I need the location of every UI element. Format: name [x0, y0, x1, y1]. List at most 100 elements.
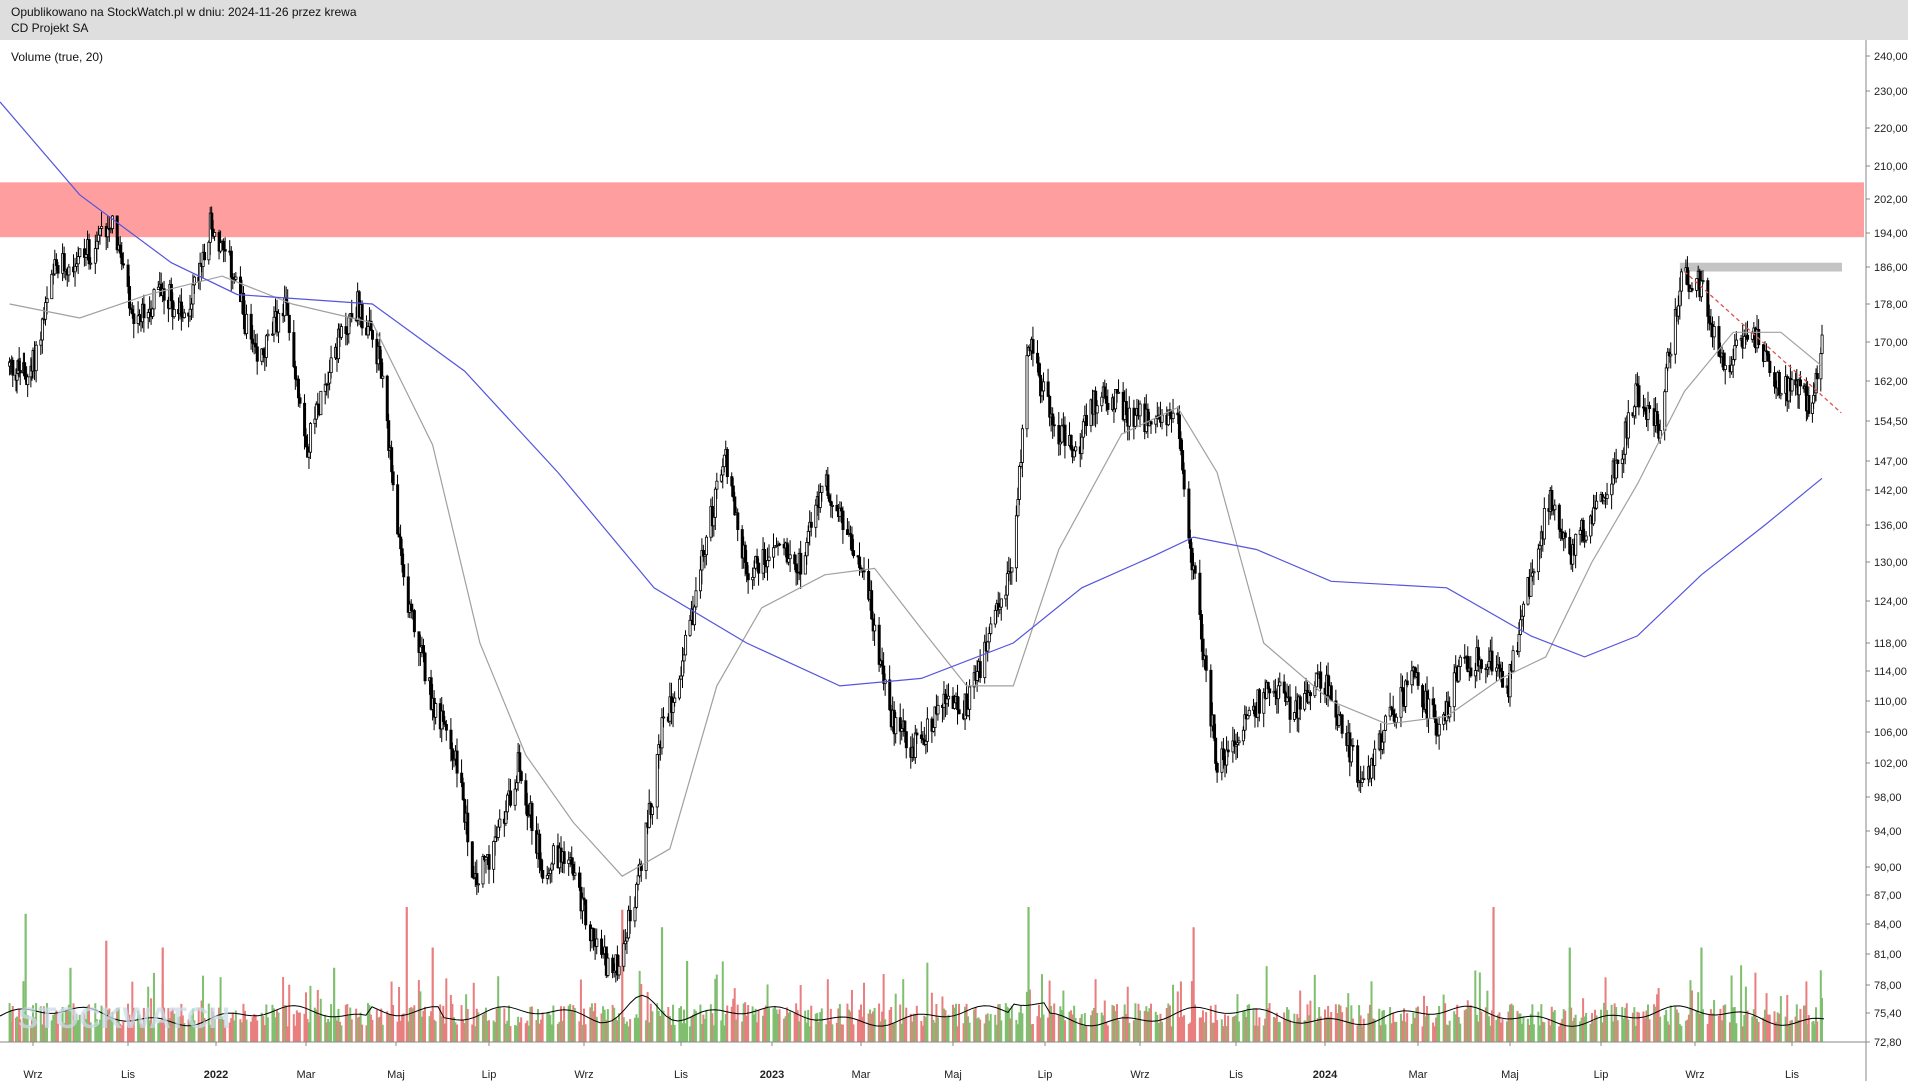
candle-body	[466, 812, 470, 843]
volume-bar	[1763, 1009, 1766, 1042]
candle-body	[636, 875, 640, 885]
candle-body	[983, 641, 987, 679]
volume-bar	[1324, 1009, 1326, 1042]
volume-bar	[181, 1015, 184, 1042]
volume-bar	[1690, 990, 1693, 1042]
volume-bar	[413, 1005, 416, 1042]
volume-bar	[271, 1004, 274, 1042]
candle-body	[567, 859, 571, 864]
volume-bar	[200, 1000, 203, 1042]
volume-bar	[222, 1019, 225, 1042]
volume-bar	[408, 1008, 411, 1042]
volume-bar	[1740, 965, 1743, 1042]
x-tick-label: 2022	[204, 1069, 228, 1081]
candle-body	[207, 241, 211, 261]
volume-bar	[454, 1022, 457, 1042]
volume-bar	[1399, 1013, 1402, 1042]
volume-bar	[1222, 1026, 1225, 1042]
candle-body	[309, 423, 313, 453]
volume-bar	[805, 1022, 808, 1042]
candle-body	[1529, 575, 1533, 597]
candle-body	[1431, 698, 1435, 706]
volume-bar	[816, 1012, 819, 1042]
volume-bar	[375, 1009, 378, 1042]
y-tick-label: 110,00	[1874, 696, 1907, 708]
volume-bar	[777, 1013, 780, 1042]
volume-spike	[685, 961, 689, 1042]
volume-bar	[1036, 1016, 1039, 1042]
volume-bar	[1203, 1022, 1206, 1042]
y-tick-label: 114,00	[1874, 666, 1907, 678]
volume-bar	[530, 1006, 533, 1042]
volume-bar	[88, 1004, 91, 1042]
candle-body	[1074, 446, 1078, 452]
volume-bar	[1582, 998, 1585, 1042]
volume-bar	[567, 1005, 570, 1042]
volume-bar	[61, 1007, 64, 1042]
candle-body	[1405, 680, 1409, 686]
price-chart[interactable]: STOCKWATCH 240,00 230,00 220,00 210,00 202,0…	[0, 40, 1908, 1081]
volume-average-line	[0, 994, 1825, 1027]
volume-bar	[1252, 1008, 1255, 1042]
sma-fast-line	[9, 275, 1823, 877]
volume-bar	[202, 975, 205, 1042]
volume-bar	[890, 1007, 893, 1042]
volume-bar	[1293, 1013, 1296, 1042]
volume-bar	[297, 1012, 300, 1042]
volume-bar	[1019, 1005, 1022, 1042]
volume-bar	[1668, 1024, 1671, 1042]
candle-body	[1106, 402, 1110, 410]
volume-bar	[1791, 1019, 1793, 1042]
candle-body	[1282, 681, 1286, 694]
candle-body	[132, 313, 136, 324]
volume-bar	[1220, 1019, 1223, 1042]
volume-bar	[1318, 1007, 1321, 1042]
candle-body	[203, 251, 207, 261]
volume-bar	[1242, 1010, 1245, 1042]
volume-bar	[1275, 1012, 1278, 1042]
volume-bar	[936, 1017, 939, 1042]
volume-bar	[540, 1019, 543, 1042]
volume-bar	[606, 1009, 609, 1042]
volume-bar	[1205, 1012, 1208, 1042]
volume-spike	[333, 967, 336, 1042]
volume-bar	[594, 1003, 597, 1042]
candle-body	[1160, 414, 1164, 423]
volume-bar	[699, 1004, 702, 1042]
volume-bar	[111, 1011, 114, 1042]
volume-bar	[947, 1014, 950, 1042]
volume-bar	[1595, 1015, 1598, 1042]
volume-bar	[295, 1010, 298, 1042]
candle-body	[733, 496, 737, 516]
candle-body	[251, 338, 255, 344]
volume-bar	[106, 1010, 109, 1042]
candle-body	[397, 533, 401, 538]
volume-bar	[1478, 972, 1481, 1042]
volume-bar	[1161, 1021, 1164, 1042]
candle-body	[1193, 565, 1197, 574]
candle-body	[461, 782, 465, 800]
volume-bar	[1520, 1023, 1523, 1042]
volume-bar	[570, 1010, 573, 1042]
volume-bar	[1085, 1026, 1088, 1042]
candle-body	[1799, 379, 1803, 387]
volume-bar	[420, 1016, 423, 1042]
candle-body	[704, 536, 708, 556]
volume-bar	[1117, 1020, 1120, 1042]
volume-bar	[789, 1011, 792, 1042]
candle-body	[1319, 671, 1323, 689]
volume-bar	[1444, 1003, 1447, 1042]
volume-bar	[128, 1014, 131, 1042]
candle-body	[45, 298, 49, 303]
volume-bar	[1622, 1018, 1625, 1042]
volume-bar	[546, 1012, 549, 1042]
volume-bar	[117, 1007, 120, 1042]
volume-bar	[903, 1018, 906, 1042]
volume-bar	[1060, 1009, 1063, 1042]
volume-bar	[365, 1025, 368, 1042]
volume-bar	[688, 1026, 691, 1042]
candle-body	[578, 872, 582, 888]
volume-bar	[1245, 1017, 1248, 1042]
candle-body	[151, 308, 155, 317]
volume-bar	[563, 1006, 566, 1042]
